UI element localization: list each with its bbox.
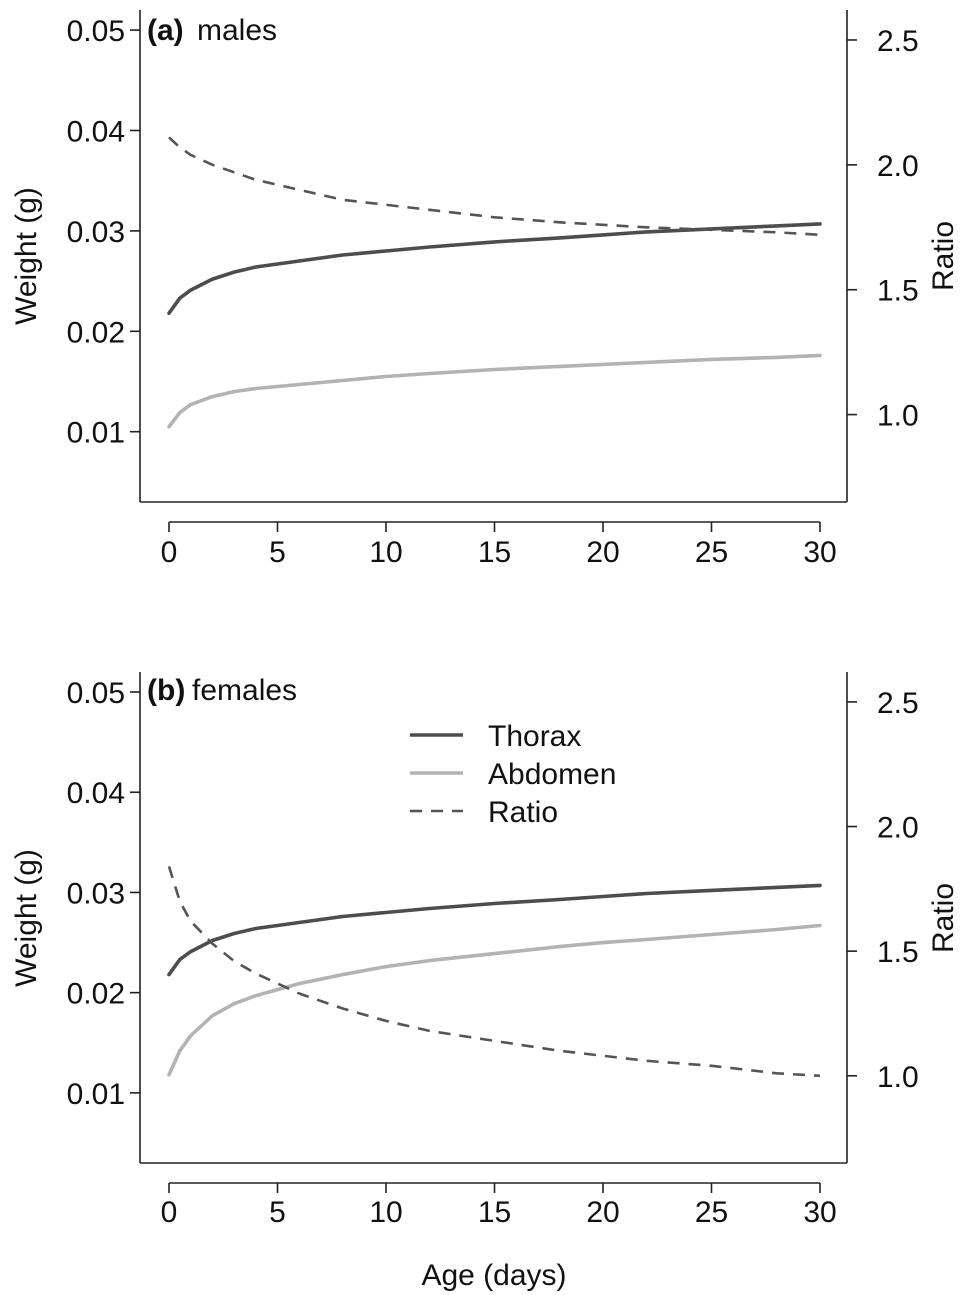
panel-tag: (a) [147, 14, 184, 47]
y2-tick-label: 1.0 [877, 1061, 919, 1094]
x-tick-label: 10 [369, 1196, 402, 1229]
y-axis-title: Weight (g) [10, 187, 43, 325]
y2-tick-label: 2.0 [877, 812, 919, 845]
x-tick-label: 15 [478, 536, 511, 569]
legend-label-thorax: Thorax [488, 720, 581, 753]
y-tick-label: 0.05 [67, 677, 125, 710]
y2-tick-label: 1.5 [877, 275, 919, 308]
x-tick-label: 0 [161, 1196, 178, 1229]
panel-b: 0 5 10 15 20 25 30 0.01 0.02 0.03 0.04 0.05 1.0 1.5 2.… [10, 672, 960, 1292]
y-tick-label: 0.05 [67, 15, 125, 48]
x-tick-label: 20 [586, 1196, 619, 1229]
panel-title: females [192, 674, 297, 707]
y2-tick-label: 2.5 [877, 687, 919, 720]
y2-tick-label: 1.0 [877, 400, 919, 433]
y2-tick-label: 2.0 [877, 150, 919, 183]
series-line-ratio [168, 136, 821, 237]
y-tick-label: 0.01 [67, 417, 125, 450]
y-axis-title: Weight (g) [10, 849, 43, 987]
y2-tick-label: 1.5 [877, 936, 919, 969]
y2-axis-title: Ratio [927, 221, 960, 291]
y2-tick-label: 2.5 [877, 25, 919, 58]
x-tick-label: 30 [803, 1196, 836, 1229]
x-tick-label: 15 [478, 1196, 511, 1229]
series-line-thorax [167, 222, 822, 316]
series-line-abdomen [167, 923, 822, 1077]
x-tick-label: 5 [269, 536, 286, 569]
x-tick-label: 10 [369, 536, 402, 569]
x-axis-title: Age (days) [421, 1259, 566, 1292]
y-tick-label: 0.01 [67, 1078, 125, 1111]
series-line-abdomen [167, 353, 822, 429]
y-tick-label: 0.04 [67, 115, 125, 148]
panel-tag: (b) [147, 674, 185, 707]
series-line-ratio [167, 866, 821, 1078]
x-tick-label: 30 [803, 536, 836, 569]
y-tick-label: 0.03 [67, 216, 125, 249]
y-tick-label: 0.03 [67, 877, 125, 910]
y2-axis-title: Ratio [927, 883, 960, 953]
legend: Thorax Abdomen Ratio [410, 720, 616, 829]
y-tick-label: 0.04 [67, 777, 125, 810]
panel-title: males [197, 14, 277, 47]
x-tick-label: 0 [161, 536, 178, 569]
y-tick-label: 0.02 [67, 978, 125, 1011]
x-tick-label: 5 [269, 1196, 286, 1229]
x-tick-label: 20 [586, 536, 619, 569]
legend-label-ratio: Ratio [488, 796, 558, 829]
series-line-thorax [167, 883, 822, 977]
y-tick-label: 0.02 [67, 316, 125, 349]
x-tick-label: 25 [695, 1196, 728, 1229]
x-tick-label: 25 [695, 536, 728, 569]
legend-label-abdomen: Abdomen [488, 758, 616, 791]
panel-a: 0 5 10 15 20 25 30 0.01 0.02 0.03 0.04 0.05 1.0 1.5 2.… [10, 10, 960, 569]
